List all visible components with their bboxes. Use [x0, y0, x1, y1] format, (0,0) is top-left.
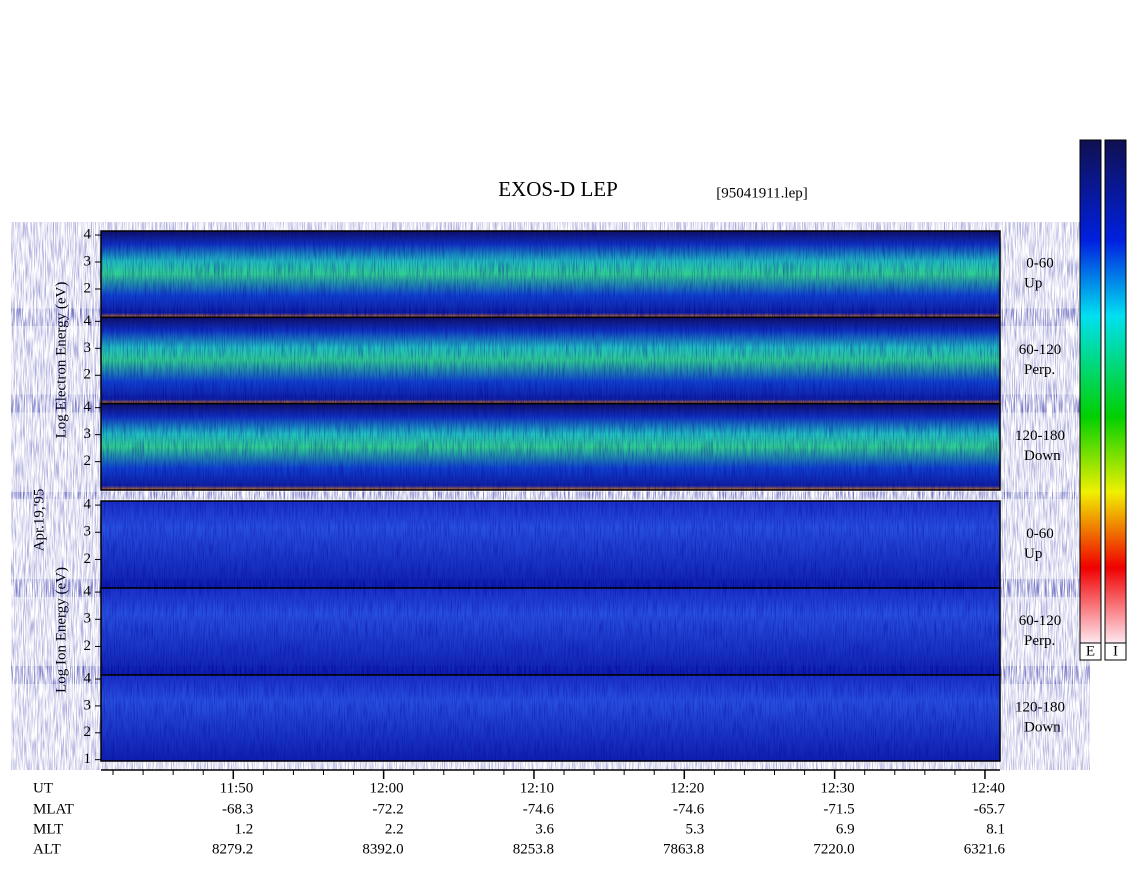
ephemeris-value: -65.7 [974, 801, 1006, 817]
direction-label: Up [1024, 546, 1042, 562]
y-tick-label: 3 [84, 697, 92, 713]
y-axis-label: Log Electron Energy (eV) [53, 282, 69, 439]
color-bar-label: I [1113, 643, 1118, 659]
spectrogram-noise [101, 588, 1000, 675]
row-label: MLT [33, 821, 63, 837]
spectrogram-noise [101, 317, 1000, 404]
x-tick-label: 12:20 [670, 780, 704, 796]
angle-label: 0-60 [1026, 256, 1054, 272]
direction-label: Down [1024, 448, 1061, 464]
angle-label: 120-180 [1015, 699, 1065, 715]
ephemeris-value: 7220.0 [813, 841, 854, 857]
ephemeris-value: -72.2 [372, 801, 403, 817]
y-axis-label: Log Ion Energy (eV) [53, 567, 69, 693]
direction-label: Up [1024, 276, 1042, 292]
ephemeris-value: -74.6 [673, 801, 705, 817]
date-label: Apr.19,'95 [31, 489, 47, 552]
spectrogram-noise [101, 501, 1000, 588]
color-bar [1104, 139, 1127, 644]
angle-label: 60-120 [1019, 342, 1062, 358]
y-tick-label: 4 [84, 226, 92, 242]
y-tick-label: 2 [84, 453, 92, 469]
row-label: UT [33, 780, 53, 796]
y-tick-label: 2 [84, 551, 92, 567]
y-tick-label: 3 [84, 611, 92, 627]
row-label: ALT [33, 841, 61, 857]
spectrogram-noise [101, 403, 1000, 490]
panel-frame [100, 674, 1001, 762]
x-tick-label: 12:10 [520, 780, 554, 796]
ephemeris-value: 2.2 [385, 821, 404, 837]
chart-title: EXOS-D LEP [498, 177, 618, 201]
x-tick-label: 12:30 [820, 780, 854, 796]
ephemeris-value: 3.6 [535, 821, 554, 837]
y-tick-label: 2 [84, 367, 92, 383]
color-bar-label: E [1086, 643, 1095, 659]
spectrogram-noise [101, 675, 1000, 761]
file-name: [95041911.lep] [716, 185, 808, 201]
x-tick-label: 12:40 [971, 780, 1005, 796]
ephemeris-value: 8392.0 [362, 841, 403, 857]
direction-label: Perp. [1024, 633, 1055, 649]
color-bar [1079, 139, 1102, 644]
ephemeris-value: 5.3 [686, 821, 705, 837]
y-tick-label: 2 [84, 724, 92, 740]
y-tick-label: 2 [84, 280, 92, 296]
y-tick-label: 2 [84, 638, 92, 654]
direction-label: Perp. [1024, 362, 1055, 378]
y-tick-label: 3 [84, 340, 92, 356]
y-tick-label: 3 [84, 426, 92, 442]
ephemeris-value: 6.9 [836, 821, 855, 837]
x-tick-label: 11:50 [220, 780, 254, 796]
y-tick-label: 3 [84, 253, 92, 269]
ephemeris-value: 6321.6 [964, 841, 1006, 857]
y-tick-label: 4 [84, 399, 92, 415]
ephemeris-value: 8279.2 [212, 841, 253, 857]
y-tick-label: 4 [84, 670, 92, 686]
y-tick-label: 4 [84, 584, 92, 600]
color-bar-box [1079, 642, 1102, 661]
y-tick-label: 3 [84, 524, 92, 540]
x-tick-label: 12:00 [369, 780, 403, 796]
panel-frame [100, 402, 1001, 491]
angle-label: 60-120 [1019, 613, 1062, 629]
y-tick-label: 4 [84, 497, 92, 513]
ephemeris-value: -68.3 [222, 801, 253, 817]
ephemeris-value: -71.5 [823, 801, 854, 817]
ephemeris-value: 8253.8 [513, 841, 554, 857]
direction-label: Down [1024, 719, 1061, 735]
angle-label: 120-180 [1015, 428, 1065, 444]
color-bar-box [1104, 642, 1127, 661]
ephemeris-value: 8.1 [986, 821, 1005, 837]
y-tick-label: 4 [84, 313, 92, 329]
y-tick-label: 1 [84, 751, 92, 767]
spectrogram-noise [101, 231, 1000, 318]
ephemeris-value: 1.2 [235, 821, 254, 837]
row-label: MLAT [33, 801, 74, 817]
ephemeris-value: -74.6 [523, 801, 555, 817]
ephemeris-value: 7863.8 [663, 841, 704, 857]
angle-label: 0-60 [1026, 526, 1054, 542]
